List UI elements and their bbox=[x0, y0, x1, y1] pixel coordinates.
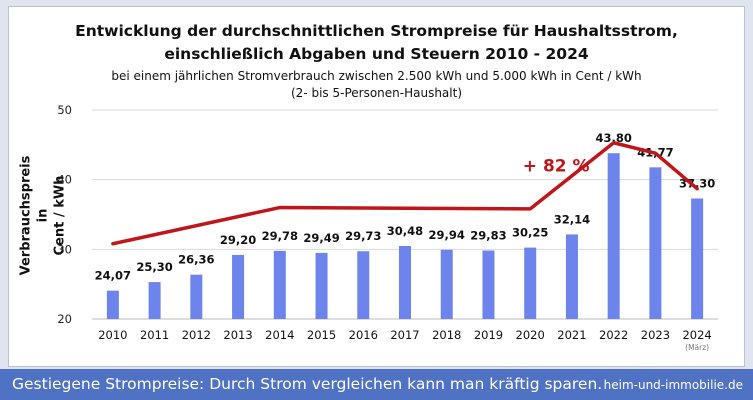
x-tick-label: 2023 bbox=[641, 328, 670, 342]
chart-title-line1: Entwicklung der durchschnittlichen Strom… bbox=[75, 22, 678, 40]
x-tick-label: 2020 bbox=[516, 328, 545, 342]
y-tick-label: 20 bbox=[57, 312, 72, 326]
bar-value-label: 29,73 bbox=[345, 229, 381, 243]
bar bbox=[607, 153, 620, 319]
x-tick-label: 2013 bbox=[223, 328, 252, 342]
bar-value-label: 32,14 bbox=[554, 212, 590, 226]
bar bbox=[691, 198, 704, 319]
x-tick-label: 2017 bbox=[390, 328, 419, 342]
footer-banner: Gestiegene Strompreise: Durch Strom verg… bbox=[0, 369, 753, 400]
bar-value-label: 29,83 bbox=[470, 229, 506, 243]
bar bbox=[399, 245, 411, 319]
x-tick-label: 2012 bbox=[182, 328, 211, 342]
bar-value-label: 29,20 bbox=[220, 233, 256, 247]
bar bbox=[440, 249, 453, 319]
bar bbox=[649, 167, 662, 319]
x-tick-label: 2024 bbox=[682, 328, 711, 342]
bar-value-label: 24,07 bbox=[95, 269, 131, 283]
bar-value-label: 30,48 bbox=[387, 224, 423, 238]
x-tick-label: 2016 bbox=[349, 328, 378, 342]
chart-subtitle-line1: bei einem jährlichen Stromverbrauch zwis… bbox=[111, 69, 642, 83]
bar bbox=[148, 282, 161, 319]
x-tick-label: 2021 bbox=[557, 328, 586, 342]
bar-value-label: 29,49 bbox=[303, 231, 339, 245]
x-tick-label: 2022 bbox=[599, 328, 628, 342]
bar-value-label: 26,36 bbox=[178, 253, 214, 267]
footer-site-link[interactable]: heim-und-immobilie.de bbox=[603, 378, 743, 392]
footer-text: Gestiegene Strompreise: Durch Strom verg… bbox=[12, 375, 603, 393]
increase-annotation: + 82 % bbox=[523, 156, 590, 176]
x-tick-label: 2011 bbox=[140, 328, 169, 342]
x-tick-label: 2019 bbox=[474, 328, 503, 342]
bar bbox=[524, 247, 537, 319]
chart-card bbox=[8, 6, 745, 367]
x-tick-note: (März) bbox=[685, 343, 709, 352]
bar-value-label: 30,25 bbox=[512, 226, 548, 240]
bar bbox=[315, 252, 328, 319]
bar bbox=[357, 251, 370, 319]
x-tick-label: 2018 bbox=[432, 328, 461, 342]
y-tick-label: 30 bbox=[57, 242, 72, 256]
x-tick-label: 2014 bbox=[265, 328, 294, 342]
bar-value-label: 29,78 bbox=[262, 229, 298, 243]
y-tick-label: 40 bbox=[57, 173, 72, 187]
bar bbox=[106, 290, 119, 319]
bar-value-label: 43,80 bbox=[595, 131, 631, 145]
chart-subtitle-line2: (2- bis 5-Personen-Haushalt) bbox=[291, 86, 462, 100]
bar bbox=[482, 250, 495, 319]
x-tick-label: 2010 bbox=[98, 328, 127, 342]
y-tick-label: 50 bbox=[57, 103, 72, 117]
chart-title-line2: einschließlich Abgaben und Steuern 2010 … bbox=[164, 45, 589, 63]
trend-line bbox=[111, 140, 699, 246]
x-tick-label: 2015 bbox=[307, 328, 336, 342]
bar bbox=[190, 274, 203, 319]
bar-value-label: 29,94 bbox=[429, 228, 465, 242]
bar bbox=[273, 250, 286, 319]
bar bbox=[565, 234, 578, 319]
bar bbox=[232, 254, 245, 319]
bar-value-label: 25,30 bbox=[136, 260, 172, 274]
